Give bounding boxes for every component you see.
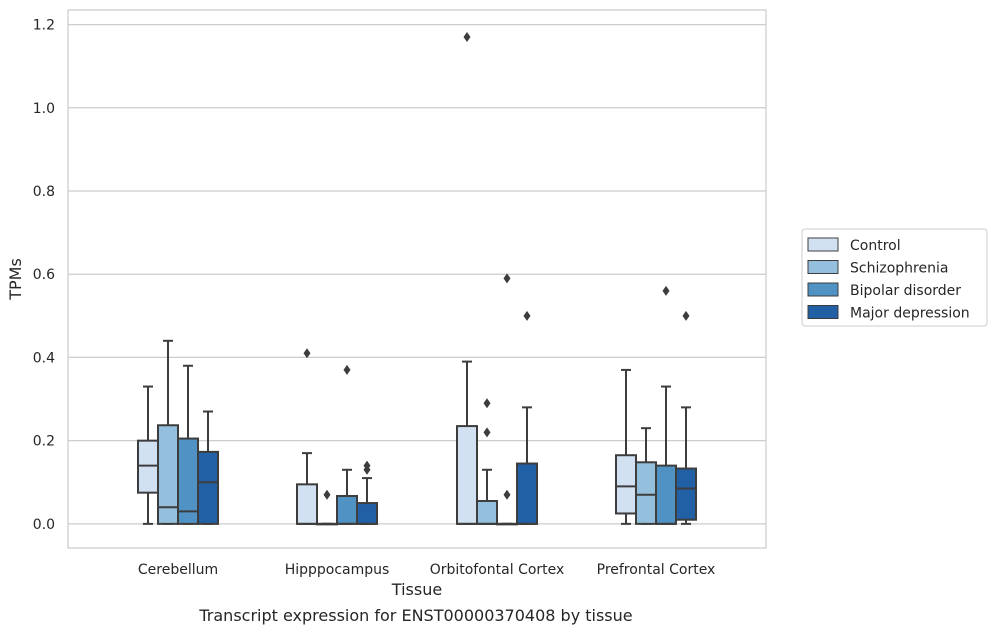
box-iqr: [476, 499, 498, 525]
box-iqr: [356, 502, 378, 525]
box-1-1: [316, 489, 338, 526]
outlier-point: [662, 285, 670, 296]
box-2-1: [476, 398, 498, 525]
box-1-3: [356, 460, 378, 525]
box-iqr: [137, 439, 159, 494]
outlier-point: [363, 460, 371, 471]
outlier-point: [343, 364, 351, 375]
x-tick-label: Prefrontal Cortex: [597, 562, 716, 578]
box-0-1: [157, 339, 179, 525]
x-tick-label: Hipppocampus: [285, 562, 390, 578]
box-iqr: [456, 425, 478, 525]
outlier-point: [503, 489, 511, 500]
y-axis-label: TPMs: [6, 258, 25, 301]
box-1-2: [336, 364, 358, 525]
box-0-3: [197, 410, 219, 525]
outlier-point: [503, 273, 511, 284]
x-axis-label: Tissue: [391, 580, 442, 599]
box-iqr: [336, 494, 358, 525]
box-iqr: [675, 467, 697, 521]
legend-swatch: [807, 305, 839, 319]
outlier-point: [483, 398, 491, 409]
outlier-point: [463, 32, 471, 43]
box-3-0: [615, 368, 637, 525]
legend-swatch: [807, 237, 839, 252]
x-axis-ticks: Cerebellum Hipppocampus Orbitofontal Corte…: [138, 562, 715, 578]
box-1-0: [296, 348, 318, 525]
plot-area-frame: [67, 9, 767, 549]
x-tick-label: Orbitofontal Cortex: [430, 562, 565, 578]
box-2-2: [496, 273, 518, 526]
box-groups: [137, 32, 697, 526]
legend: Control Schizophrenia Bipolar disorder Majo…: [801, 228, 988, 327]
y-tick-label: 1.2: [33, 18, 55, 34]
y-tick-label: 0.0: [33, 517, 55, 533]
outlier-point: [303, 348, 311, 359]
chart-caption: Transcript expression for ENST0000037040…: [199, 606, 633, 625]
box-0-2: [177, 364, 199, 525]
box-0-0: [137, 385, 159, 525]
outlier-point: [523, 310, 531, 321]
outlier-point: [483, 427, 491, 438]
legend-swatch: [807, 260, 839, 274]
box-iqr: [615, 454, 637, 515]
legend-label: Major depression: [850, 306, 970, 322]
legend-frame: [801, 228, 988, 327]
outlier-point: [323, 489, 331, 500]
box-3-1: [635, 427, 657, 525]
legend-label: Schizophrenia: [850, 261, 948, 277]
box-iqr: [655, 464, 677, 525]
outlier-point: [682, 310, 690, 321]
y-axis-ticks: 0.0 0.2 0.4 0.6 0.8 1.0 1.2: [33, 18, 55, 533]
box-iqr: [635, 461, 657, 525]
box-3-2: [655, 285, 677, 525]
box-3-3: [675, 310, 697, 525]
x-tick-label: Cerebellum: [138, 562, 218, 578]
box-2-0: [456, 32, 478, 525]
box-iqr: [296, 483, 318, 525]
y-tick-label: 0.6: [33, 267, 55, 283]
y-tick-label: 0.8: [33, 184, 55, 200]
legend-swatch: [807, 282, 839, 297]
y-tick-label: 0.2: [33, 434, 55, 450]
legend-label: Bipolar disorder: [850, 283, 961, 299]
y-tick-label: 0.4: [33, 350, 55, 366]
legend-label: Control: [850, 238, 901, 254]
box-iqr: [157, 424, 179, 525]
box-iqr: [197, 450, 219, 525]
y-tick-label: 1.0: [33, 101, 55, 117]
box-2-3: [516, 310, 538, 525]
box-iqr: [516, 462, 538, 525]
